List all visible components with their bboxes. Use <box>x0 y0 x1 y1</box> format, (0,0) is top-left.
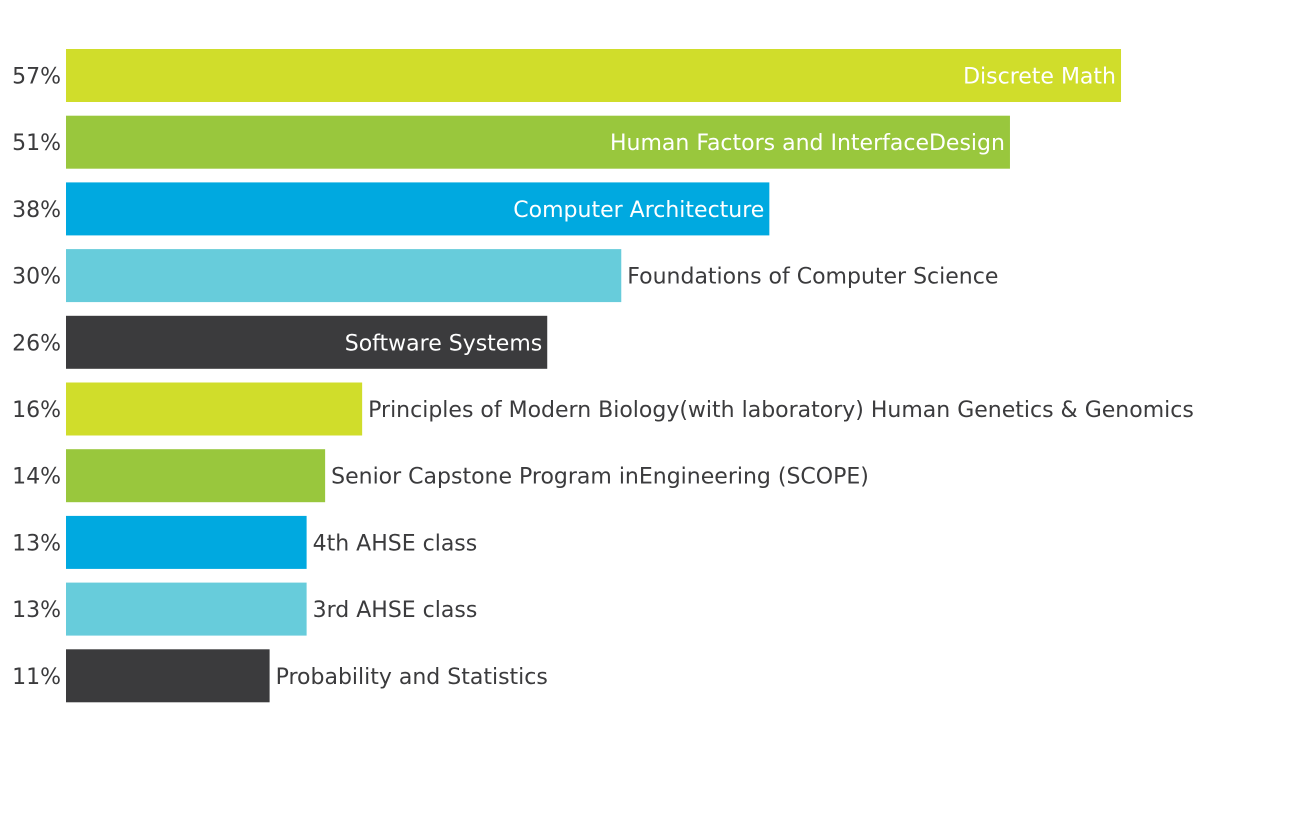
category-label-9: 3rd AHSE class <box>313 598 478 623</box>
bar-3 <box>66 182 770 236</box>
value-label-8: 13% <box>12 531 61 556</box>
bar-7 <box>66 449 326 503</box>
bar-1 <box>66 49 1122 102</box>
bar-2 <box>66 115 1010 169</box>
value-label-1: 57% <box>12 65 61 90</box>
value-label-10: 11% <box>12 665 61 690</box>
value-label-3: 38% <box>12 198 61 223</box>
category-label-4: Foundations of Computer Science <box>627 265 998 290</box>
category-label-6: Principles of Modern Biology(with labora… <box>368 398 1194 423</box>
value-label-4: 30% <box>12 265 61 290</box>
category-label-8: 4th AHSE class <box>313 531 478 556</box>
value-label-9: 13% <box>12 598 61 623</box>
bar-10 <box>66 649 270 703</box>
bar-9 <box>66 582 307 636</box>
bar-4 <box>66 249 622 303</box>
category-label-7: Senior Capstone Program inEngineering (S… <box>331 465 869 490</box>
category-label-5: Software Systems <box>345 331 542 356</box>
category-label-3: Computer Architecture <box>513 198 764 223</box>
bar-6 <box>66 382 363 436</box>
value-label-7: 14% <box>12 465 61 490</box>
category-label-1: Discrete Math <box>963 65 1116 90</box>
value-label-5: 26% <box>12 331 61 356</box>
category-label-2: Human Factors and InterfaceDesign <box>610 131 1005 156</box>
value-label-6: 16% <box>12 398 61 423</box>
bar-5 <box>66 315 548 369</box>
bar-8 <box>66 515 307 569</box>
category-label-10: Probability and Statistics <box>276 665 548 690</box>
value-label-2: 51% <box>12 131 61 156</box>
